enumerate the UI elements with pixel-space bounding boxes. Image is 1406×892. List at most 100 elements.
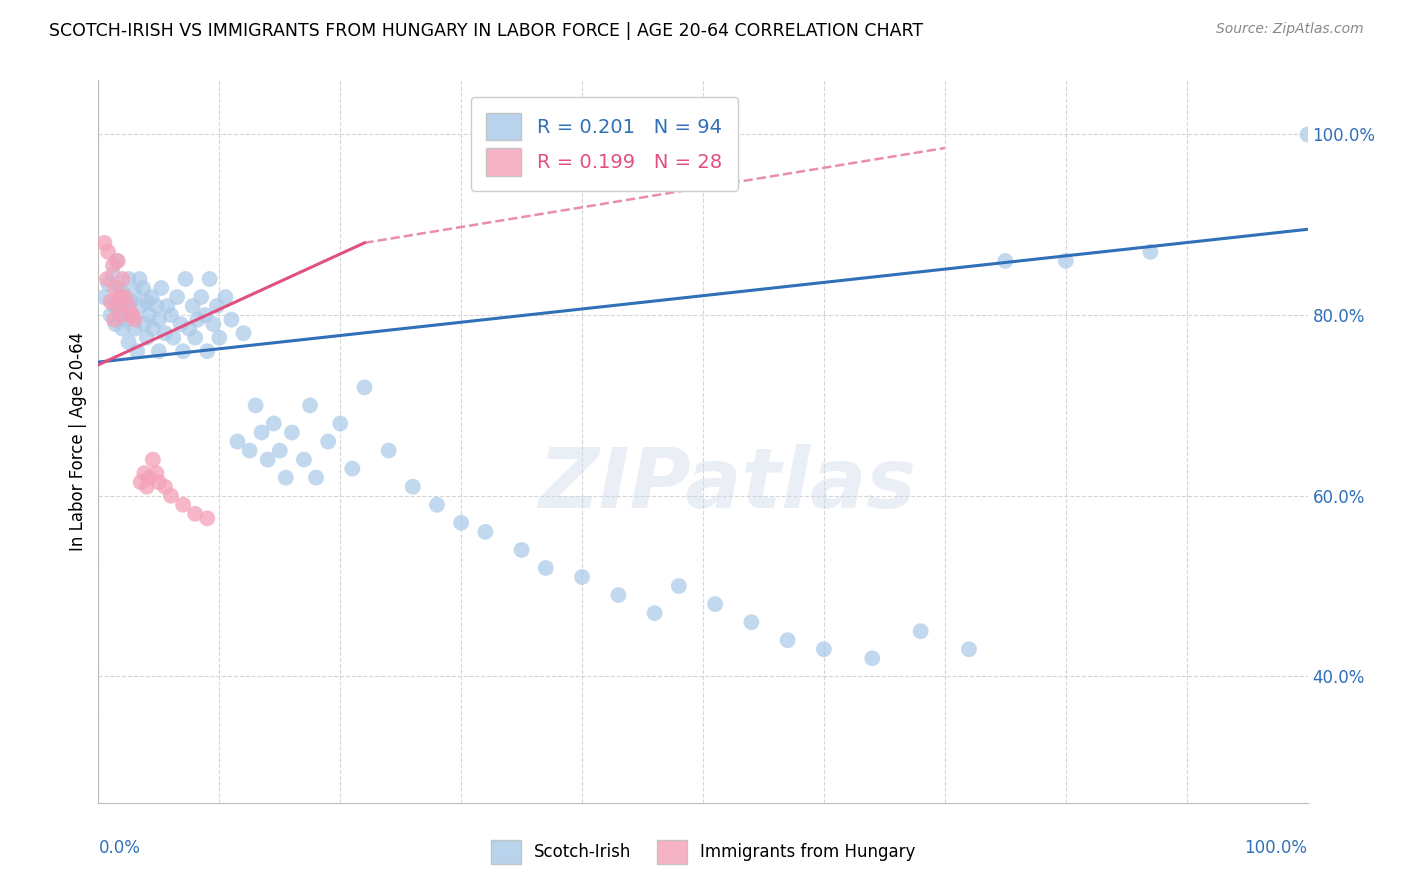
- Point: [172, 344, 194, 359]
- Text: SCOTCH-IRISH VS IMMIGRANTS FROM HUNGARY IN LABOR FORCE | AGE 20-64 CORRELATION C: SCOTCH-IRISH VS IMMIGRANTS FROM HUNGARY …: [49, 22, 924, 40]
- Legend: R = 0.201   N = 94, R = 0.199   N = 28: R = 0.201 N = 94, R = 0.199 N = 28: [471, 97, 738, 191]
- Text: 0.0%: 0.0%: [98, 838, 141, 857]
- Point: [111, 321, 134, 335]
- Point: [329, 417, 352, 431]
- Point: [263, 417, 285, 431]
- Point: [128, 272, 150, 286]
- Point: [250, 425, 273, 440]
- Point: [162, 331, 184, 345]
- Point: [141, 290, 163, 304]
- Point: [138, 471, 160, 485]
- Point: [118, 272, 141, 286]
- Point: [93, 290, 115, 304]
- Point: [269, 443, 291, 458]
- Point: [202, 317, 225, 331]
- Point: [208, 331, 231, 345]
- Point: [160, 489, 183, 503]
- Point: [107, 254, 129, 268]
- Point: [104, 317, 127, 331]
- Point: [105, 254, 128, 268]
- Point: [1296, 128, 1319, 142]
- Point: [134, 317, 156, 331]
- Point: [214, 290, 236, 304]
- Point: [97, 244, 120, 259]
- Point: [740, 615, 762, 630]
- Point: [121, 308, 143, 322]
- Point: [534, 561, 557, 575]
- Point: [377, 443, 399, 458]
- Point: [111, 308, 134, 322]
- Point: [426, 498, 449, 512]
- Point: [190, 290, 212, 304]
- Point: [994, 254, 1017, 268]
- Point: [101, 259, 124, 273]
- Point: [256, 452, 278, 467]
- Point: [644, 606, 666, 620]
- Point: [181, 299, 204, 313]
- Text: Source: ZipAtlas.com: Source: ZipAtlas.com: [1216, 22, 1364, 37]
- Point: [607, 588, 630, 602]
- Point: [179, 321, 201, 335]
- Point: [166, 290, 188, 304]
- Point: [138, 308, 160, 322]
- Point: [1139, 244, 1161, 259]
- Point: [132, 281, 155, 295]
- Point: [195, 511, 218, 525]
- Point: [957, 642, 980, 657]
- Point: [93, 235, 115, 250]
- Point: [108, 308, 131, 322]
- Point: [135, 480, 157, 494]
- Point: [153, 326, 176, 341]
- Point: [187, 312, 209, 326]
- Point: [239, 443, 262, 458]
- Point: [205, 299, 228, 313]
- Point: [148, 475, 170, 490]
- Point: [105, 299, 128, 313]
- Point: [198, 272, 221, 286]
- Point: [142, 452, 165, 467]
- Point: [104, 281, 127, 295]
- Point: [221, 312, 243, 326]
- Point: [108, 281, 131, 295]
- Point: [232, 326, 254, 341]
- Point: [148, 344, 170, 359]
- Point: [860, 651, 883, 665]
- Point: [124, 312, 146, 326]
- Point: [195, 344, 218, 359]
- Point: [111, 285, 134, 300]
- Point: [342, 461, 364, 475]
- Point: [305, 471, 328, 485]
- Point: [107, 294, 129, 309]
- Point: [100, 294, 122, 309]
- Point: [510, 542, 533, 557]
- Point: [910, 624, 932, 639]
- Point: [184, 507, 207, 521]
- Point: [96, 272, 118, 286]
- Point: [134, 466, 156, 480]
- Point: [129, 475, 152, 490]
- Point: [194, 308, 217, 322]
- Point: [121, 308, 143, 322]
- Text: 100.0%: 100.0%: [1244, 838, 1308, 857]
- Point: [1054, 254, 1077, 268]
- Point: [100, 308, 122, 322]
- Point: [274, 471, 297, 485]
- Point: [153, 480, 176, 494]
- Point: [120, 294, 142, 309]
- Point: [145, 299, 167, 313]
- Point: [160, 308, 183, 322]
- Point: [115, 312, 138, 326]
- Point: [668, 579, 690, 593]
- Point: [129, 299, 152, 313]
- Point: [316, 434, 339, 449]
- Point: [450, 516, 472, 530]
- Point: [174, 272, 197, 286]
- Point: [169, 317, 191, 331]
- Point: [101, 268, 124, 282]
- Point: [571, 570, 593, 584]
- Point: [776, 633, 799, 648]
- Point: [114, 290, 136, 304]
- Point: [118, 335, 141, 350]
- Point: [103, 312, 125, 326]
- Point: [127, 344, 149, 359]
